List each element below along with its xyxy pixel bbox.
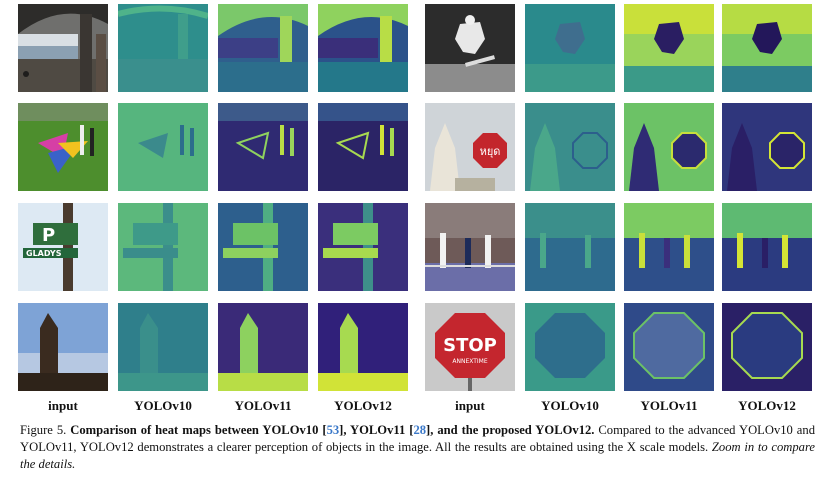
input-image-thai-stop-sign: หยุด xyxy=(425,103,515,191)
thai-stop-sign-text: หยุด xyxy=(480,145,501,158)
heatmap-yolov11-bridge xyxy=(218,4,308,92)
heatmap-yolov12-snowboarder xyxy=(722,4,812,92)
caption-bold-part2: ], YOLOv11 [ xyxy=(339,423,414,437)
caption-italic: Zoom in to compare the details. xyxy=(20,440,816,471)
heatmap-yolov11-street-sign xyxy=(218,203,308,291)
heatmap-yolov10-clock-tower xyxy=(118,303,208,391)
caption-bold-part3: ], and the proposed YOLOv12. xyxy=(426,423,595,437)
figure-label: Figure 5. xyxy=(20,423,67,437)
street-sign-text: GLADYS xyxy=(26,249,62,258)
column-label-yolov11-left: YOLOv11 xyxy=(234,398,292,413)
column-label-input-right: input xyxy=(455,398,485,413)
stop-sign-text: STOP xyxy=(443,335,497,356)
heatmap-yolov11-thai-stop-sign xyxy=(624,103,714,191)
heatmap-yolov11-kite-field xyxy=(218,103,308,191)
column-label-input-left: input xyxy=(48,398,78,413)
caption-bold-part1: Comparison of heat maps between YOLOv10 … xyxy=(70,423,327,437)
citation-link-28[interactable]: 28 xyxy=(413,423,427,437)
citation-link-53[interactable]: 53 xyxy=(326,423,340,437)
heatmap-yolov10-snowboarder xyxy=(525,4,615,92)
heatmap-yolov12-thai-stop-sign xyxy=(722,103,812,191)
column-label-yolov11-right: YOLOv11 xyxy=(640,398,698,413)
heatmap-yolov11-stop-sign xyxy=(624,303,714,391)
input-image-stop-sign: STOP ANNEXTIME xyxy=(425,303,515,391)
heatmap-yolov12-tennis-court xyxy=(722,203,812,291)
input-image-tennis-court xyxy=(425,203,515,291)
heatmap-grid: หยุด P GLADYS xyxy=(18,4,812,391)
input-image-bridge xyxy=(18,4,108,92)
heatmap-yolov10-stop-sign xyxy=(525,303,615,391)
heatmap-yolov10-bridge xyxy=(118,4,208,92)
input-image-clock-tower xyxy=(18,303,108,391)
parking-sign-text: P xyxy=(42,225,55,246)
figure-caption: Figure 5. Comparison of heat maps betwee… xyxy=(20,422,815,473)
heatmap-yolov11-tennis-court xyxy=(624,203,714,291)
heatmap-yolov10-thai-stop-sign xyxy=(525,103,615,191)
heatmap-yolov12-street-sign xyxy=(318,203,408,291)
column-label-yolov10-left: YOLOv10 xyxy=(134,398,192,413)
heatmap-yolov11-clock-tower xyxy=(218,303,308,391)
heatmap-yolov10-kite-field xyxy=(118,103,208,191)
input-image-snowboarder xyxy=(425,4,515,92)
column-label-yolov12-right: YOLOv12 xyxy=(738,398,796,413)
heatmap-yolov10-tennis-court xyxy=(525,203,615,291)
input-image-street-sign: P GLADYS xyxy=(18,203,108,291)
heatmap-yolov12-bridge xyxy=(318,4,408,92)
heatmap-yolov12-clock-tower xyxy=(318,303,408,391)
column-label-yolov12-left: YOLOv12 xyxy=(334,398,392,413)
input-image-kite-field xyxy=(18,103,108,191)
caption-body: Compared to the advanced YOLOv10 and YOL… xyxy=(20,423,815,454)
heatmap-yolov11-snowboarder xyxy=(624,4,714,92)
column-label-yolov10-right: YOLOv10 xyxy=(541,398,599,413)
heatmap-yolov12-stop-sign xyxy=(722,303,812,391)
stop-sign-subtext: ANNEXTIME xyxy=(452,358,487,365)
heatmap-yolov12-kite-field xyxy=(318,103,408,191)
heatmap-yolov10-street-sign xyxy=(118,203,208,291)
